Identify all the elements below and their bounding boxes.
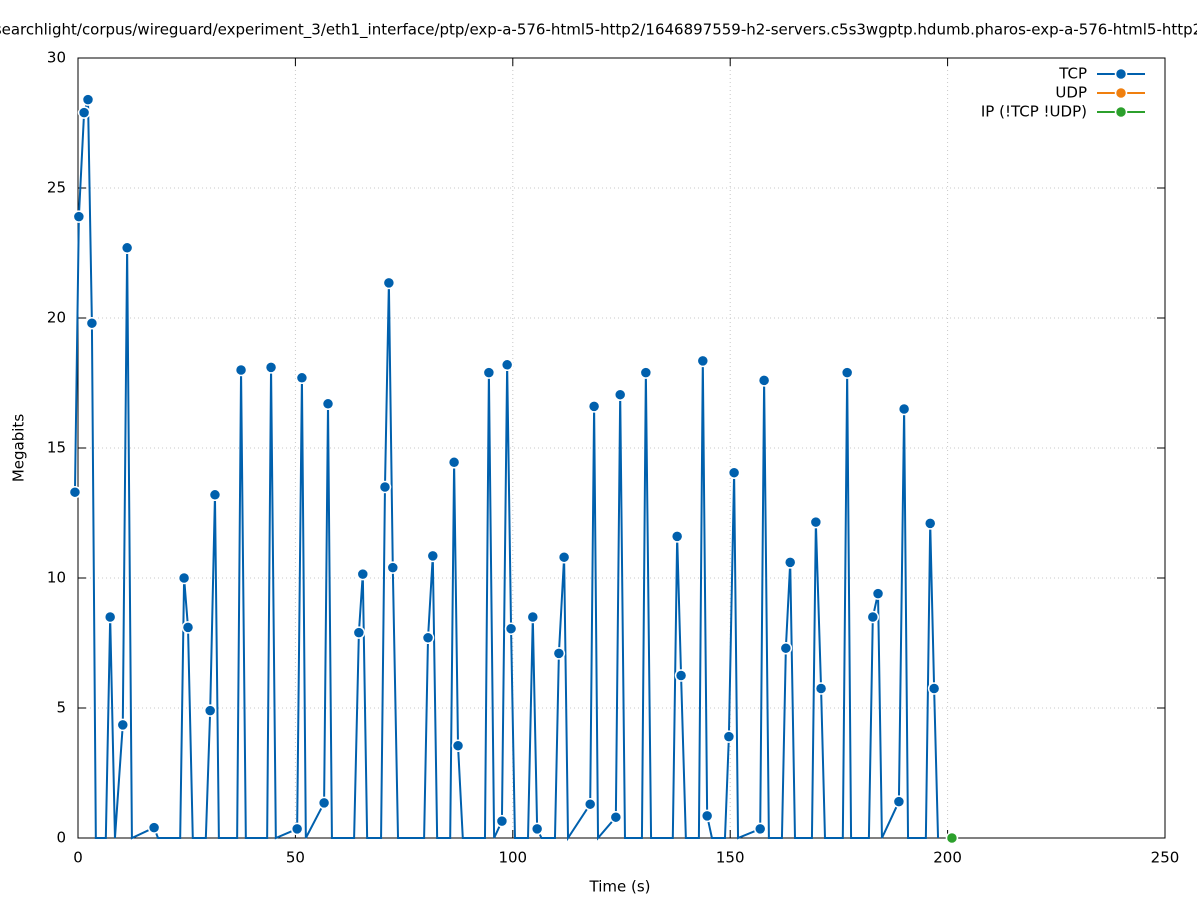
data-point — [639, 366, 653, 379]
data-point — [147, 821, 161, 834]
data-point — [892, 795, 906, 808]
data-point — [927, 682, 941, 695]
y-tick-label: 5 — [56, 699, 66, 717]
data-point — [72, 210, 86, 223]
data-point — [866, 610, 880, 624]
data-point — [757, 374, 771, 387]
data-point — [583, 797, 597, 811]
data-point — [85, 316, 99, 330]
legend-label: TCP — [1058, 65, 1087, 83]
data-point — [81, 93, 95, 106]
data-point — [727, 466, 741, 479]
data-point — [103, 610, 117, 624]
plot-frame — [77, 57, 1166, 839]
chart-title: searchlight/corpus/wireguard/experiment_… — [0, 21, 1197, 40]
data-point — [447, 456, 461, 469]
data-point — [722, 730, 736, 743]
data-point — [378, 480, 392, 494]
data-point — [495, 814, 509, 828]
data-point — [356, 567, 370, 581]
data-point — [613, 388, 627, 401]
data-point — [500, 358, 514, 372]
data-point — [530, 822, 544, 836]
data-point — [674, 669, 688, 682]
legend-marker — [1114, 105, 1128, 119]
data-point — [923, 517, 937, 530]
data-point — [352, 626, 366, 639]
data-point — [552, 647, 566, 660]
data-point — [426, 549, 440, 563]
data-point — [295, 371, 309, 385]
data-point — [77, 106, 91, 119]
x-tick-label: 100 — [498, 849, 527, 867]
data-point — [840, 366, 854, 379]
data-point — [945, 831, 959, 845]
x-tick-label: 0 — [73, 849, 83, 867]
y-tick-label: 0 — [56, 829, 66, 847]
x-tick-label: 150 — [716, 849, 745, 867]
data-point — [116, 718, 130, 732]
data-point — [290, 822, 304, 836]
data-point — [557, 550, 571, 564]
data-point — [120, 241, 134, 255]
data-point — [234, 363, 248, 377]
data-point — [421, 631, 435, 645]
legend-marker — [1114, 67, 1128, 81]
y-tick-label: 30 — [47, 49, 66, 67]
series-line — [73, 99, 940, 842]
data-point — [897, 402, 911, 416]
y-tick-label: 15 — [47, 439, 66, 457]
data-point — [809, 515, 823, 529]
y-tick-label: 25 — [47, 179, 66, 197]
data-point — [783, 556, 797, 569]
x-tick-label: 50 — [286, 849, 305, 867]
data-point — [68, 485, 82, 499]
data-point — [587, 400, 601, 413]
y-tick-label: 20 — [47, 309, 66, 327]
legend-label: IP (!TCP !UDP) — [981, 103, 1087, 121]
data-point — [871, 587, 885, 600]
data-point — [670, 530, 684, 543]
data-point — [181, 621, 195, 634]
data-point — [700, 809, 714, 823]
data-point — [451, 739, 465, 752]
y-axis-label: Megabits — [10, 414, 28, 482]
data-point — [208, 488, 222, 502]
data-point — [382, 276, 396, 290]
data-point — [609, 810, 623, 824]
x-axis-label: Time (s) — [589, 878, 651, 896]
data-point — [264, 361, 278, 374]
data-point — [317, 796, 331, 810]
data-point — [504, 622, 518, 635]
data-point — [203, 704, 217, 717]
data-point — [482, 366, 496, 379]
data-point — [386, 561, 400, 574]
x-tick-label: 200 — [933, 849, 962, 867]
legend-marker — [1114, 86, 1128, 100]
x-tick-label: 250 — [1151, 849, 1180, 867]
data-point — [321, 397, 335, 411]
y-tick-label: 10 — [47, 569, 66, 587]
data-point — [779, 641, 793, 655]
data-point — [526, 610, 540, 624]
data-point — [814, 682, 828, 695]
data-point — [177, 571, 191, 585]
legend-label: UDP — [1055, 84, 1087, 102]
data-point — [696, 354, 710, 368]
data-point — [753, 822, 767, 836]
